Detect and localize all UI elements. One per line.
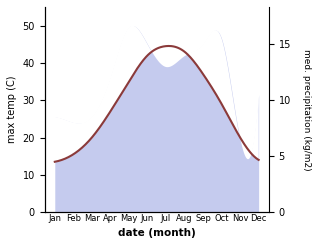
X-axis label: date (month): date (month) <box>118 228 196 238</box>
Y-axis label: med. precipitation (kg/m2): med. precipitation (kg/m2) <box>302 49 311 170</box>
Y-axis label: max temp (C): max temp (C) <box>7 76 17 143</box>
